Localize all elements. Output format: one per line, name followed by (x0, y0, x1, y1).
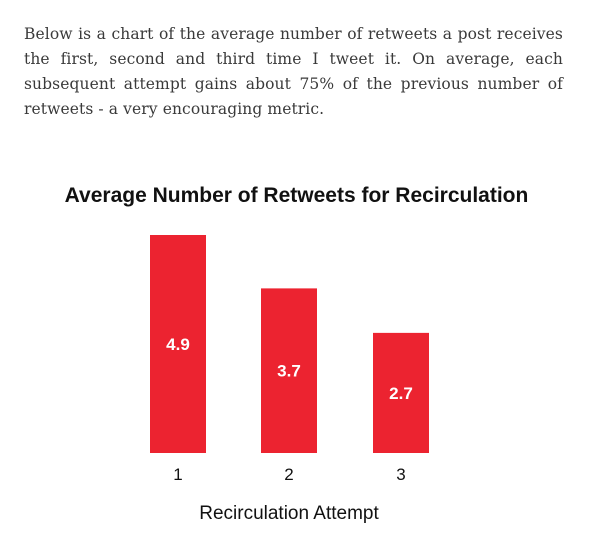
x-tick-label-2: 2 (284, 465, 293, 484)
data-label-1: 4.9 (166, 335, 190, 354)
bar-2 (261, 288, 317, 453)
chart-title: Average Number of Retweets for Recircula… (64, 184, 529, 207)
data-label-3: 2.7 (389, 384, 413, 403)
x-tick-label-1: 1 (173, 465, 182, 484)
x-axis-label: Recirculation Attempt (199, 503, 379, 524)
data-label-2: 3.7 (277, 362, 301, 381)
bar-chart: Average Number of Retweets for Recircula… (0, 175, 593, 541)
x-tick-label-3: 3 (396, 465, 405, 484)
bar-3 (373, 332, 429, 453)
bar-1 (150, 235, 206, 453)
chart-plot-area: 4.9 1 3.7 2 2.7 3 Recirculation Attempt (150, 235, 429, 524)
intro-paragraph: Below is a chart of the average number o… (24, 25, 563, 118)
